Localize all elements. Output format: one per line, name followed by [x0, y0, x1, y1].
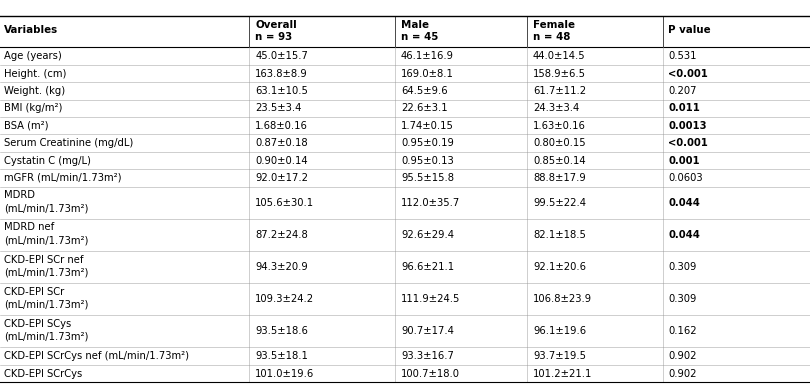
Text: 93.3±16.7: 93.3±16.7	[401, 351, 454, 361]
Text: CKD-EPI SCrCys nef (mL/min/1.73m²): CKD-EPI SCrCys nef (mL/min/1.73m²)	[4, 351, 189, 361]
Text: 0.902: 0.902	[668, 369, 697, 379]
Text: 93.5±18.6: 93.5±18.6	[255, 326, 308, 336]
Text: 0.309: 0.309	[668, 262, 697, 272]
Text: 94.3±20.9: 94.3±20.9	[255, 262, 308, 272]
Text: 92.1±20.6: 92.1±20.6	[533, 262, 586, 272]
Text: Age (years): Age (years)	[4, 51, 62, 61]
Text: Male: Male	[401, 20, 429, 30]
Text: Variables: Variables	[4, 25, 58, 35]
Text: 93.5±18.1: 93.5±18.1	[255, 351, 308, 361]
Text: 24.3±3.4: 24.3±3.4	[533, 103, 579, 113]
Text: 112.0±35.7: 112.0±35.7	[401, 198, 460, 208]
Text: <0.001: <0.001	[668, 69, 708, 78]
Text: 0.011: 0.011	[668, 103, 700, 113]
Text: 100.7±18.0: 100.7±18.0	[401, 369, 460, 379]
Text: P value: P value	[668, 25, 711, 35]
Text: 106.8±23.9: 106.8±23.9	[533, 294, 592, 304]
Text: 96.6±21.1: 96.6±21.1	[401, 262, 454, 272]
Text: 101.0±19.6: 101.0±19.6	[255, 369, 314, 379]
Text: 44.0±14.5: 44.0±14.5	[533, 51, 586, 61]
Text: 45.0±15.7: 45.0±15.7	[255, 51, 308, 61]
Text: (mL/min/1.73m²): (mL/min/1.73m²)	[4, 332, 88, 342]
Text: n = 93: n = 93	[255, 32, 292, 42]
Text: 109.3±24.2: 109.3±24.2	[255, 294, 314, 304]
Text: CKD-EPI SCr nef: CKD-EPI SCr nef	[4, 255, 83, 264]
Text: 0.80±0.15: 0.80±0.15	[533, 138, 586, 148]
Text: 92.0±17.2: 92.0±17.2	[255, 173, 308, 183]
Text: 96.1±19.6: 96.1±19.6	[533, 326, 586, 336]
Text: 0.902: 0.902	[668, 351, 697, 361]
Text: 169.0±8.1: 169.0±8.1	[401, 69, 454, 78]
Text: 23.5±3.4: 23.5±3.4	[255, 103, 301, 113]
Text: 105.6±30.1: 105.6±30.1	[255, 198, 314, 208]
Text: 101.2±21.1: 101.2±21.1	[533, 369, 592, 379]
Text: 0.044: 0.044	[668, 198, 700, 208]
Text: 0.95±0.13: 0.95±0.13	[401, 156, 454, 165]
Text: 0.207: 0.207	[668, 86, 697, 96]
Text: BSA (m²): BSA (m²)	[4, 121, 49, 131]
Text: 0.85±0.14: 0.85±0.14	[533, 156, 586, 165]
Text: CKD-EPI SCr: CKD-EPI SCr	[4, 287, 64, 297]
Text: 158.9±6.5: 158.9±6.5	[533, 69, 586, 78]
Text: CKD-EPI SCrCys: CKD-EPI SCrCys	[4, 369, 83, 379]
Text: n = 45: n = 45	[401, 32, 438, 42]
Text: 90.7±17.4: 90.7±17.4	[401, 326, 454, 336]
Text: 22.6±3.1: 22.6±3.1	[401, 103, 448, 113]
Text: 95.5±15.8: 95.5±15.8	[401, 173, 454, 183]
Text: 0.95±0.19: 0.95±0.19	[401, 138, 454, 148]
Text: 0.001: 0.001	[668, 156, 700, 165]
Text: Height. (cm): Height. (cm)	[4, 69, 66, 78]
Text: (mL/min/1.73m²): (mL/min/1.73m²)	[4, 235, 88, 245]
Text: Serum Creatinine (mg/dL): Serum Creatinine (mg/dL)	[4, 138, 134, 148]
Text: 0.531: 0.531	[668, 51, 697, 61]
Text: Weight. (kg): Weight. (kg)	[4, 86, 65, 96]
Text: 61.7±11.2: 61.7±11.2	[533, 86, 586, 96]
Text: 0.87±0.18: 0.87±0.18	[255, 138, 308, 148]
Text: CKD-EPI SCys: CKD-EPI SCys	[4, 319, 71, 329]
Text: 64.5±9.6: 64.5±9.6	[401, 86, 448, 96]
Text: Overall: Overall	[255, 20, 297, 30]
Text: 0.90±0.14: 0.90±0.14	[255, 156, 308, 165]
Text: 111.9±24.5: 111.9±24.5	[401, 294, 460, 304]
Text: MDRD: MDRD	[4, 190, 35, 200]
Text: (mL/min/1.73m²): (mL/min/1.73m²)	[4, 300, 88, 310]
Text: 0.0603: 0.0603	[668, 173, 703, 183]
Text: 82.1±18.5: 82.1±18.5	[533, 230, 586, 240]
Text: mGFR (mL/min/1.73m²): mGFR (mL/min/1.73m²)	[4, 173, 121, 183]
Text: Cystatin C (mg/L): Cystatin C (mg/L)	[4, 156, 91, 165]
Text: 1.63±0.16: 1.63±0.16	[533, 121, 586, 131]
Text: n = 48: n = 48	[533, 32, 570, 42]
Text: BMI (kg/m²): BMI (kg/m²)	[4, 103, 62, 113]
Text: 1.68±0.16: 1.68±0.16	[255, 121, 308, 131]
Text: (mL/min/1.73m²): (mL/min/1.73m²)	[4, 268, 88, 277]
Text: 46.1±16.9: 46.1±16.9	[401, 51, 454, 61]
Text: 63.1±10.5: 63.1±10.5	[255, 86, 308, 96]
Text: 99.5±22.4: 99.5±22.4	[533, 198, 586, 208]
Text: 93.7±19.5: 93.7±19.5	[533, 351, 586, 361]
Text: 163.8±8.9: 163.8±8.9	[255, 69, 308, 78]
Text: 88.8±17.9: 88.8±17.9	[533, 173, 586, 183]
Text: (mL/min/1.73m²): (mL/min/1.73m²)	[4, 203, 88, 213]
Text: MDRD nef: MDRD nef	[4, 222, 54, 232]
Text: 0.044: 0.044	[668, 230, 700, 240]
Text: 0.0013: 0.0013	[668, 121, 707, 131]
Text: 1.74±0.15: 1.74±0.15	[401, 121, 454, 131]
Text: 0.162: 0.162	[668, 326, 697, 336]
Text: Female: Female	[533, 20, 575, 30]
Text: 0.309: 0.309	[668, 294, 697, 304]
Text: 87.2±24.8: 87.2±24.8	[255, 230, 308, 240]
Text: 92.6±29.4: 92.6±29.4	[401, 230, 454, 240]
Text: <0.001: <0.001	[668, 138, 708, 148]
